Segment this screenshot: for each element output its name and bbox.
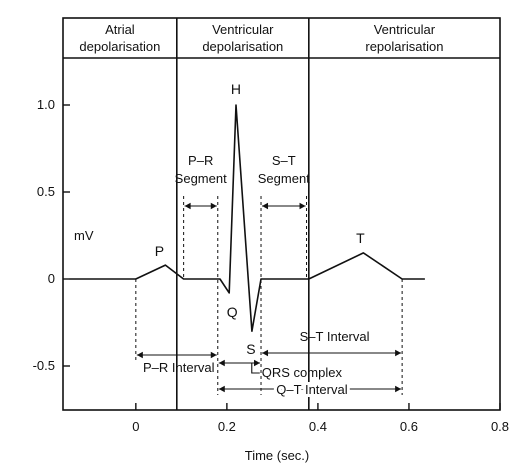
x-tick-label: 0.8 xyxy=(491,419,509,434)
interval-annotations: P–R Segment S–T Segment S–T Interval P–R Inte… xyxy=(136,153,402,400)
x-tick-label: 0.6 xyxy=(400,419,418,434)
y-tick-label: 0 xyxy=(48,271,55,286)
phase-label: depolarisation xyxy=(202,39,283,54)
wave-label-p: P xyxy=(155,243,164,259)
arrow-head xyxy=(210,202,217,210)
x-axis-label: Time (sec.) xyxy=(245,448,310,463)
axes: 0 0.2 0.4 0.6 0.8 1.0 0.5 0 -0.5 xyxy=(33,97,509,434)
arrow-head xyxy=(184,202,191,210)
st-interval-label: S–T Interval xyxy=(300,329,370,344)
phase-label: Ventricular xyxy=(212,22,274,37)
phase-label: depolarisation xyxy=(79,39,160,54)
wave-label-s: S xyxy=(246,341,255,357)
segment-label: P–R xyxy=(188,153,213,168)
wave-label-h: H xyxy=(231,81,241,97)
phase-label: repolarisation xyxy=(365,39,443,54)
wave-label-q: Q xyxy=(227,304,238,320)
plot-frame xyxy=(62,17,501,411)
segment-label: S–T xyxy=(272,153,296,168)
arrow-head xyxy=(262,202,269,210)
qrs-label: QRS complex xyxy=(262,365,343,380)
arrow-head xyxy=(299,202,306,210)
segment-label: Segment xyxy=(175,171,227,186)
y-axis-label: mV xyxy=(74,228,94,243)
arrow-head xyxy=(395,349,402,357)
ecg-series-line xyxy=(69,104,425,332)
arrow-head xyxy=(218,385,225,393)
arrow-head xyxy=(262,349,269,357)
y-tick-label: 1.0 xyxy=(37,97,55,112)
arrow-head xyxy=(210,351,217,359)
arrow-head xyxy=(136,351,143,359)
guide-lines xyxy=(135,196,403,395)
wave-label-t: T xyxy=(356,230,365,246)
y-tick-label: -0.5 xyxy=(33,358,55,373)
qt-interval-label: Q–T Interval xyxy=(276,382,347,397)
wave-labels: P Q H S T xyxy=(155,81,365,357)
pr-interval-label: P–R Interval xyxy=(143,360,215,375)
phase-label: Atrial xyxy=(105,22,135,37)
arrow-head xyxy=(254,359,261,367)
phase-label: Ventricular xyxy=(374,22,436,37)
x-tick-label: 0.2 xyxy=(218,419,236,434)
plot-border xyxy=(62,17,501,411)
phase-headers: Atrial depolarisation Ventricular depolaris… xyxy=(79,18,443,410)
segment-label: Segment xyxy=(258,171,310,186)
y-tick-label: 0.5 xyxy=(37,184,55,199)
x-tick-label: 0.4 xyxy=(309,419,327,434)
arrow-head xyxy=(395,385,402,393)
x-tick-label: 0 xyxy=(132,419,139,434)
ecg-trace xyxy=(69,104,425,332)
qrs-leader xyxy=(251,363,260,374)
arrow-head xyxy=(218,359,225,367)
